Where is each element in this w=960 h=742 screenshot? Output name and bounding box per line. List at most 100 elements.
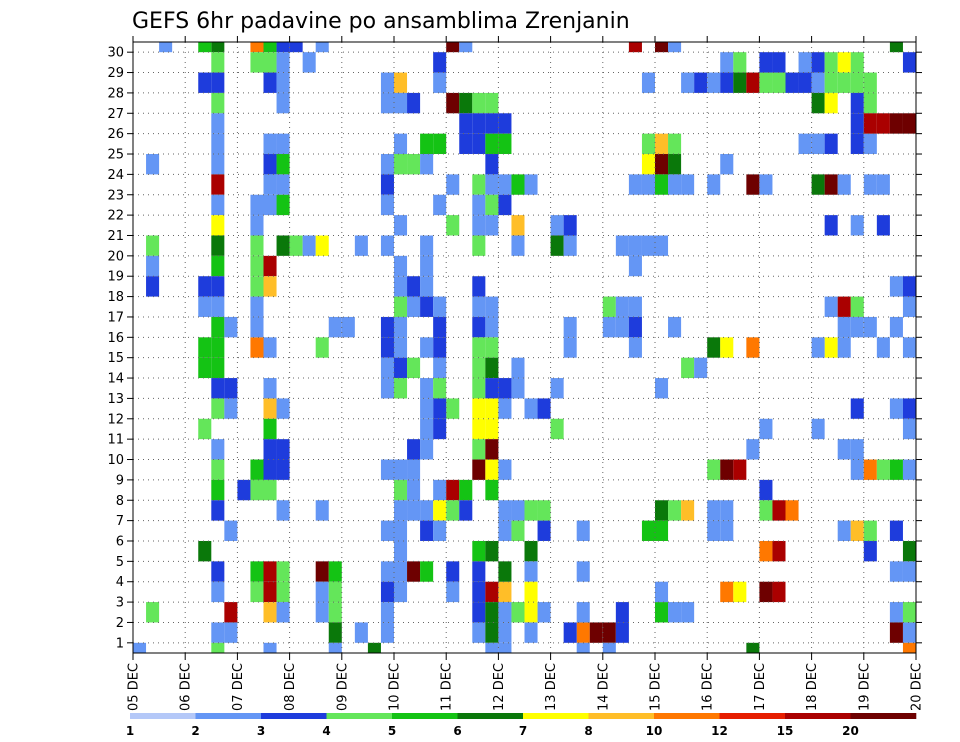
heatmap-cell [576,561,590,582]
heatmap-cell [211,276,225,297]
heatmap-cell [433,520,447,541]
heatmap-cell [681,174,695,195]
heatmap-cell [263,337,277,358]
x-tick-label: 16 DEC [701,663,716,711]
heatmap-cell [902,113,916,134]
heatmap-cell [563,316,577,338]
heatmap-cell [250,296,264,317]
heatmap-cell [133,642,147,653]
heatmap-cell [563,622,577,643]
heatmap-cell [263,378,277,399]
heatmap-cell [380,581,394,603]
heatmap-cell [394,72,408,93]
heatmap-cell [485,357,499,379]
heatmap-cell [628,316,642,338]
heatmap-cell [224,602,238,623]
heatmap-cell [276,561,290,582]
heatmap-cell [472,398,486,419]
heatmap-cell [263,42,277,53]
heatmap-cell [394,133,408,155]
heatmap-cell [615,602,629,623]
heatmap-cell [472,215,486,236]
heatmap-cell [837,439,851,460]
heatmap-cell [276,398,290,419]
heatmap-cell [420,154,434,175]
heatmap-cell [407,479,421,501]
heatmap-cell [315,581,329,603]
heatmap-cell [211,42,225,53]
heatmap-cell [263,255,277,277]
y-tick-label: 16 [107,331,124,346]
heatmap-cell [668,133,682,155]
heatmap-cell [315,337,329,358]
heatmap-cell [615,296,629,317]
heatmap-cell [472,174,486,195]
heatmap-cell [276,72,290,93]
heatmap-cell [576,520,590,541]
heatmap-cell [250,52,264,73]
heatmap-cell [263,133,277,155]
heatmap-cell [211,113,225,134]
heatmap-cell [537,602,551,623]
heatmap-cell [707,520,721,541]
heatmap-cell [394,276,408,297]
heatmap-cell [198,276,212,297]
colorbar-label: 8 [584,724,592,738]
heatmap-cell [889,561,903,582]
heatmap-cell [720,520,734,541]
heatmap-cell [380,561,394,582]
y-tick-label: 5 [116,555,124,570]
heatmap-cell [472,622,486,643]
heatmap-cell [380,622,394,643]
heatmap-cell [733,52,747,73]
heatmap-cell [485,154,499,175]
heatmap-cell [380,459,394,480]
heatmap-cell [263,174,277,195]
colorbar-swatch [457,713,524,719]
heatmap-cell [746,439,760,460]
heatmap-cell [720,154,734,175]
heatmap-cell [902,337,916,358]
heatmap-cell [420,255,434,277]
x-tick-label: 19 DEC [857,663,872,711]
heatmap-cell [655,581,669,603]
heatmap-cell [707,459,721,480]
heatmap-cell [498,378,512,399]
heatmap-cell [380,602,394,623]
heatmap-cell [380,337,394,358]
heatmap-cell [198,296,212,317]
colorbar-label: 3 [257,724,265,738]
heatmap-cell [863,113,877,134]
heatmap-cell [263,194,277,216]
heatmap-cell [889,113,903,134]
heatmap-cell [211,439,225,460]
heatmap-cell [446,42,460,53]
y-tick-label: 13 [107,392,124,407]
heatmap-cell [276,154,290,175]
heatmap-cell [485,337,499,358]
heatmap-cell [511,215,525,236]
heatmap-cell [263,398,277,419]
heatmap-cell [485,581,499,603]
heatmap-cell [798,52,812,73]
heatmap-cell [276,194,290,216]
heatmap-cell [668,316,682,338]
colorbar-label: 1 [126,724,134,738]
heatmap-cell [276,602,290,623]
x-axis-ticks: 05 DEC 06 DEC 07 DEC 08 DEC 09 DEC 10 DEC 11 D… [127,36,925,711]
heatmap-cell [433,357,447,379]
heatmap-cell [263,479,277,501]
heatmap-cell [394,500,408,521]
heatmap-cell [498,398,512,419]
plot-frame [132,41,917,654]
heatmap-cell [641,133,655,155]
heatmap-cell [459,133,473,155]
heatmap-cell [328,581,342,603]
heatmap-cell [537,500,551,521]
heatmap-cell [420,418,434,440]
heatmap-cell [302,235,316,256]
heatmap-cell [498,622,512,643]
heatmap-cell [824,133,838,155]
heatmap-cell [759,418,773,440]
